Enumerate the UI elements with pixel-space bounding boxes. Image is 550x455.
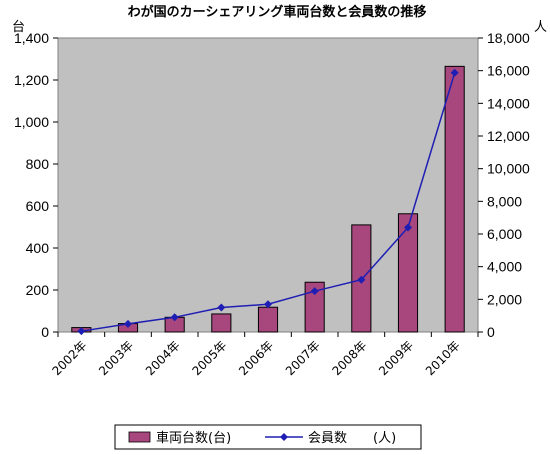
- left-tick-label: 1,400: [14, 30, 49, 46]
- left-tick-label: 1,000: [14, 114, 49, 130]
- right-tick-label: 14,000: [487, 95, 530, 111]
- line-marker: [404, 223, 412, 232]
- right-axis-unit: 人: [534, 20, 547, 35]
- bar: [211, 313, 232, 333]
- x-tick-label: 2002年: [49, 338, 89, 378]
- legend-bar-swatch: [128, 431, 151, 443]
- line-series: [77, 68, 459, 336]
- x-tick-label: 2005年: [189, 338, 229, 378]
- right-tick-label: 0: [487, 324, 495, 340]
- legend-line-label: 会員数 (人): [308, 431, 396, 446]
- bar-series: [71, 65, 465, 333]
- x-tick-label: 2008年: [329, 338, 369, 378]
- left-tick-label: 1,200: [14, 72, 49, 88]
- line-marker: [217, 303, 226, 312]
- right-tick-label: 10,000: [487, 161, 530, 177]
- right-tick-label: 16,000: [487, 63, 530, 79]
- line-marker: [77, 327, 86, 336]
- x-tick-label: 2009年: [376, 338, 416, 378]
- line-marker: [264, 300, 272, 309]
- right-tick-label: 18,000: [487, 30, 530, 46]
- right-tick-label: 8,000: [487, 193, 522, 209]
- x-tick-label: 2010年: [423, 338, 463, 378]
- legend-bar-label: 車両台数(台): [156, 431, 231, 446]
- left-tick-label: 200: [26, 282, 50, 298]
- right-tick-label: 4,000: [487, 259, 522, 275]
- right-tick-label: 12,000: [487, 128, 530, 144]
- left-tick-label: 400: [26, 240, 50, 256]
- x-tick-label: 2003年: [96, 338, 136, 378]
- right-tick-label: 2,000: [487, 291, 522, 307]
- line-marker: [124, 319, 132, 328]
- bar: [304, 281, 325, 333]
- x-tick-label: 2004年: [143, 338, 183, 378]
- bar: [444, 65, 465, 333]
- bar: [257, 306, 279, 333]
- right-axis: 0 2,000 4,000 6,000 8,000 10,000 12,000 14,000 1…: [478, 30, 530, 340]
- x-tick-label: 2007年: [283, 338, 323, 378]
- legend: 車両台数(台) 会員数 (人): [114, 424, 422, 450]
- x-tick-label: 2006年: [236, 338, 276, 378]
- line-marker: [450, 68, 459, 77]
- left-tick-label: 600: [26, 198, 50, 214]
- x-axis: 2002年 2003年 2004年 2005年 2006年 2007年 2008年 2009年…: [49, 332, 479, 378]
- line-marker: [357, 275, 366, 284]
- left-axis: 0 200 400 600 800 1,000 1,200 1,400: [14, 30, 58, 340]
- line-marker: [170, 313, 179, 322]
- left-tick-label: 0: [41, 324, 49, 340]
- left-axis-unit: 台: [12, 20, 25, 35]
- line-marker: [310, 287, 319, 296]
- left-tick-label: 800: [26, 156, 50, 172]
- legend-line-marker: [280, 433, 288, 441]
- chart-title: わが国のカーシェアリング車両台数と会員数の推移: [128, 4, 427, 20]
- bar: [397, 213, 419, 333]
- right-tick-label: 6,000: [487, 226, 522, 242]
